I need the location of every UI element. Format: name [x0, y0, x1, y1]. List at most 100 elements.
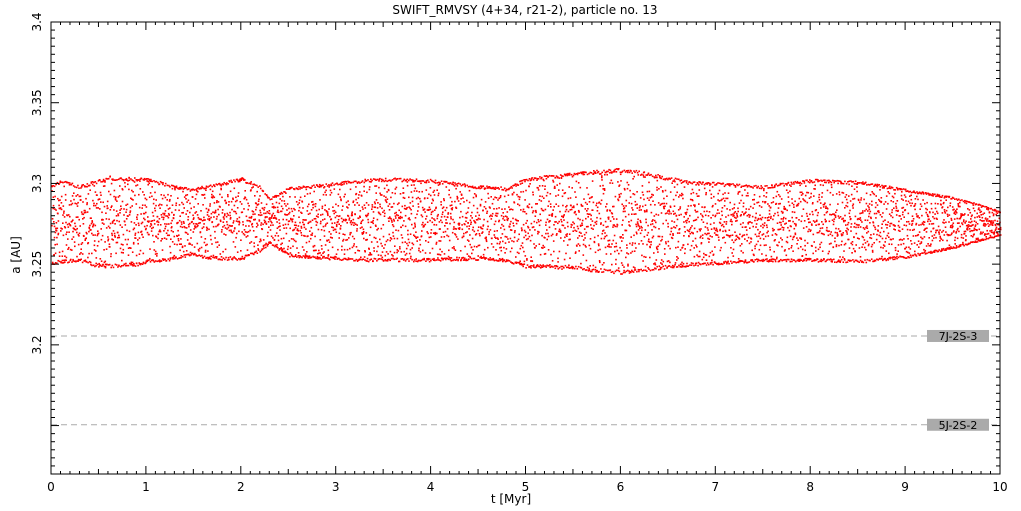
data-point: [529, 229, 531, 231]
data-point: [478, 244, 481, 247]
data-point: [280, 191, 283, 194]
data-point: [437, 194, 440, 197]
data-point: [865, 248, 867, 251]
data-point: [282, 195, 284, 198]
data-point: [126, 264, 128, 267]
data-point: [271, 214, 273, 216]
data-point: [630, 202, 633, 205]
data-point: [187, 218, 189, 221]
data-point: [440, 203, 442, 206]
data-point: [83, 235, 85, 237]
data-point: [488, 231, 490, 233]
data-point: [635, 213, 637, 215]
data-point: [247, 254, 250, 256]
data-point: [565, 173, 568, 175]
data-point: [856, 186, 858, 188]
data-point: [858, 224, 860, 226]
data-point: [72, 227, 75, 229]
data-point: [248, 216, 251, 219]
data-point: [331, 246, 334, 249]
data-point: [54, 262, 57, 264]
data-point: [154, 250, 157, 253]
data-point: [820, 207, 822, 209]
data-point: [768, 216, 770, 218]
data-point: [367, 212, 370, 215]
data-point: [534, 215, 537, 217]
data-point: [375, 225, 377, 227]
data-point: [843, 250, 845, 252]
data-point: [266, 243, 268, 246]
data-point: [225, 201, 228, 204]
data-point: [224, 213, 226, 215]
data-point: [448, 239, 451, 242]
data-point: [824, 181, 826, 184]
data-point: [456, 195, 458, 198]
data-point: [532, 226, 535, 228]
data-point: [659, 175, 661, 177]
data-point: [243, 208, 245, 210]
data-point: [660, 212, 663, 214]
data-point: [728, 235, 730, 237]
data-point: [734, 239, 737, 242]
data-point: [550, 214, 553, 216]
data-point: [622, 237, 624, 239]
data-point: [141, 221, 144, 224]
data-point: [927, 243, 929, 245]
data-point: [569, 238, 571, 241]
data-point: [622, 205, 625, 207]
data-point: [380, 254, 382, 257]
data-point: [830, 186, 833, 189]
data-point: [639, 232, 642, 235]
data-point: [499, 241, 501, 243]
data-point: [364, 180, 367, 182]
data-point: [598, 212, 601, 215]
data-point: [429, 219, 431, 222]
data-point: [576, 245, 578, 247]
data-point: [741, 243, 743, 245]
data-point: [437, 257, 439, 259]
data-point: [328, 186, 330, 188]
data-point: [387, 217, 390, 220]
data-point: [80, 185, 83, 188]
data-point: [309, 212, 311, 215]
data-point: [753, 203, 756, 205]
data-point: [120, 251, 123, 254]
data-point: [366, 238, 368, 241]
data-point: [99, 208, 101, 210]
data-point: [803, 220, 806, 222]
data-point: [461, 236, 464, 239]
data-point: [290, 238, 293, 240]
data-point: [56, 227, 59, 230]
data-point: [243, 234, 246, 236]
data-point: [763, 224, 766, 227]
data-point: [814, 221, 816, 223]
data-point: [71, 202, 74, 205]
data-point: [335, 203, 337, 206]
data-point: [680, 182, 683, 184]
data-point: [428, 193, 430, 196]
data-point: [192, 254, 195, 256]
data-point: [215, 257, 218, 259]
data-point: [64, 261, 66, 263]
data-point: [690, 262, 693, 264]
data-point: [912, 220, 914, 222]
data-point: [76, 231, 78, 234]
data-point: [267, 196, 269, 199]
data-point: [205, 257, 207, 259]
data-point: [429, 187, 432, 189]
data-point: [732, 248, 735, 251]
data-point: [216, 246, 219, 248]
data-point: [136, 214, 139, 216]
data-point: [369, 234, 371, 236]
data-point: [833, 214, 836, 216]
data-point: [164, 210, 167, 212]
data-point: [312, 204, 314, 206]
data-point: [858, 238, 860, 240]
data-point: [445, 258, 447, 261]
data-point: [578, 231, 581, 234]
data-point: [790, 246, 793, 249]
data-point: [482, 253, 485, 256]
data-point: [157, 233, 160, 236]
data-point: [816, 231, 819, 234]
data-point: [71, 261, 73, 263]
